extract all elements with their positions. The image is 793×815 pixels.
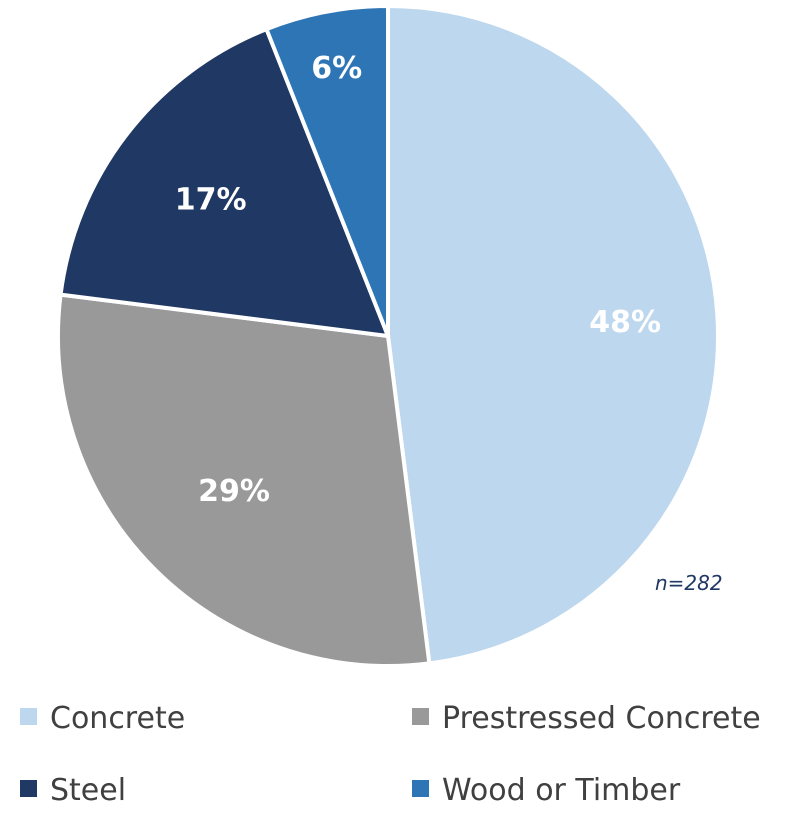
slice-label-concrete: 48%	[589, 305, 661, 340]
legend-item-concrete: Concrete	[20, 701, 185, 736]
legend-label-steel: Steel	[50, 773, 126, 808]
legend-item-steel: Steel	[20, 773, 126, 808]
legend-swatch-concrete	[20, 708, 37, 725]
sample-size-note: n=282	[655, 571, 723, 595]
pie-slice-wood-or-timber	[264, 4, 390, 338]
legend-label-concrete: Concrete	[50, 701, 185, 736]
legend-item-wood-or-timber: Wood or Timber	[412, 773, 681, 808]
pie-slice-steel	[58, 27, 390, 338]
legend-item-prestressed-concrete: Prestressed Concrete	[412, 701, 761, 736]
legend: Concrete Prestressed Concrete Steel Wood or…	[20, 701, 761, 808]
legend-swatch-wood-or-timber	[412, 780, 429, 797]
slice-label-prestressed-concrete: 29%	[198, 474, 270, 509]
pie-slice-concrete	[386, 4, 720, 666]
pie-slice-prestressed-concrete	[56, 292, 432, 668]
legend-swatch-steel	[20, 780, 37, 797]
legend-swatch-prestressed-concrete	[412, 708, 429, 725]
slice-label-steel: 17%	[175, 182, 247, 217]
legend-label-wood-or-timber: Wood or Timber	[442, 773, 681, 808]
slice-label-wood-or-timber: 6%	[311, 51, 362, 86]
legend-label-prestressed-concrete: Prestressed Concrete	[442, 701, 761, 736]
pie-slice-labels: 48% 29% 17% 6%	[175, 51, 661, 509]
pie-slices	[56, 4, 720, 668]
